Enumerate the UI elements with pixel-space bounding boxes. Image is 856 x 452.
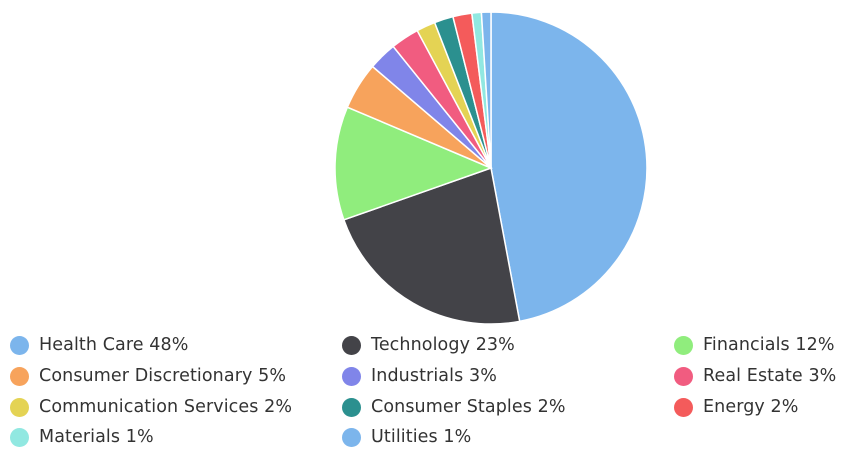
legend-item-utilities[interactable]: Utilities 1%	[342, 422, 471, 452]
legend-swatch-icon	[674, 335, 693, 355]
pie-slice-health-care[interactable]	[490, 11, 648, 323]
legend-swatch-icon	[10, 366, 29, 386]
legend-label: Financials 12%	[703, 335, 835, 355]
legend-item-materials[interactable]: Materials 1%	[10, 422, 154, 452]
pie-chart	[334, 11, 648, 325]
chart-legend: Health Care 48% Technology 23% Financials …	[0, 329, 856, 451]
legend-label: Materials 1%	[39, 427, 154, 447]
legend-swatch-icon	[10, 397, 29, 417]
legend-item-real-estate[interactable]: Real Estate 3%	[674, 361, 836, 391]
legend-item-financials[interactable]: Financials 12%	[674, 330, 835, 360]
legend-item-consumer-discretionary[interactable]: Consumer Discretionary 5%	[10, 361, 286, 391]
legend-label: Consumer Discretionary 5%	[39, 366, 287, 386]
legend-label: Energy 2%	[703, 397, 799, 417]
legend-label: Health Care 48%	[39, 335, 189, 355]
legend-swatch-icon	[342, 335, 361, 355]
legend-item-health-care[interactable]: Health Care 48%	[10, 330, 189, 360]
legend-swatch-icon	[342, 366, 361, 386]
legend-item-communication-services[interactable]: Communication Services 2%	[10, 392, 292, 422]
legend-item-industrials[interactable]: Industrials 3%	[342, 361, 497, 391]
legend-swatch-icon	[10, 335, 29, 355]
legend-label: Industrials 3%	[371, 366, 497, 386]
legend-item-energy[interactable]: Energy 2%	[674, 392, 799, 422]
legend-label: Utilities 1%	[371, 427, 472, 447]
pie-slice-utilities[interactable]	[480, 11, 492, 169]
pie-slice-financials[interactable]	[334, 106, 494, 221]
pie-slice-technology[interactable]	[342, 167, 521, 325]
legend-swatch-icon	[342, 427, 361, 447]
legend-item-consumer-staples[interactable]: Consumer Staples 2%	[342, 392, 566, 422]
legend-swatch-icon	[342, 397, 361, 417]
legend-label: Real Estate 3%	[703, 366, 837, 386]
legend-label: Communication Services 2%	[39, 397, 293, 417]
legend-swatch-icon	[674, 397, 693, 417]
legend-label: Technology 23%	[371, 335, 515, 355]
legend-swatch-icon	[674, 366, 693, 386]
legend-item-technology[interactable]: Technology 23%	[342, 330, 515, 360]
legend-swatch-icon	[10, 427, 29, 447]
legend-label: Consumer Staples 2%	[371, 397, 566, 417]
